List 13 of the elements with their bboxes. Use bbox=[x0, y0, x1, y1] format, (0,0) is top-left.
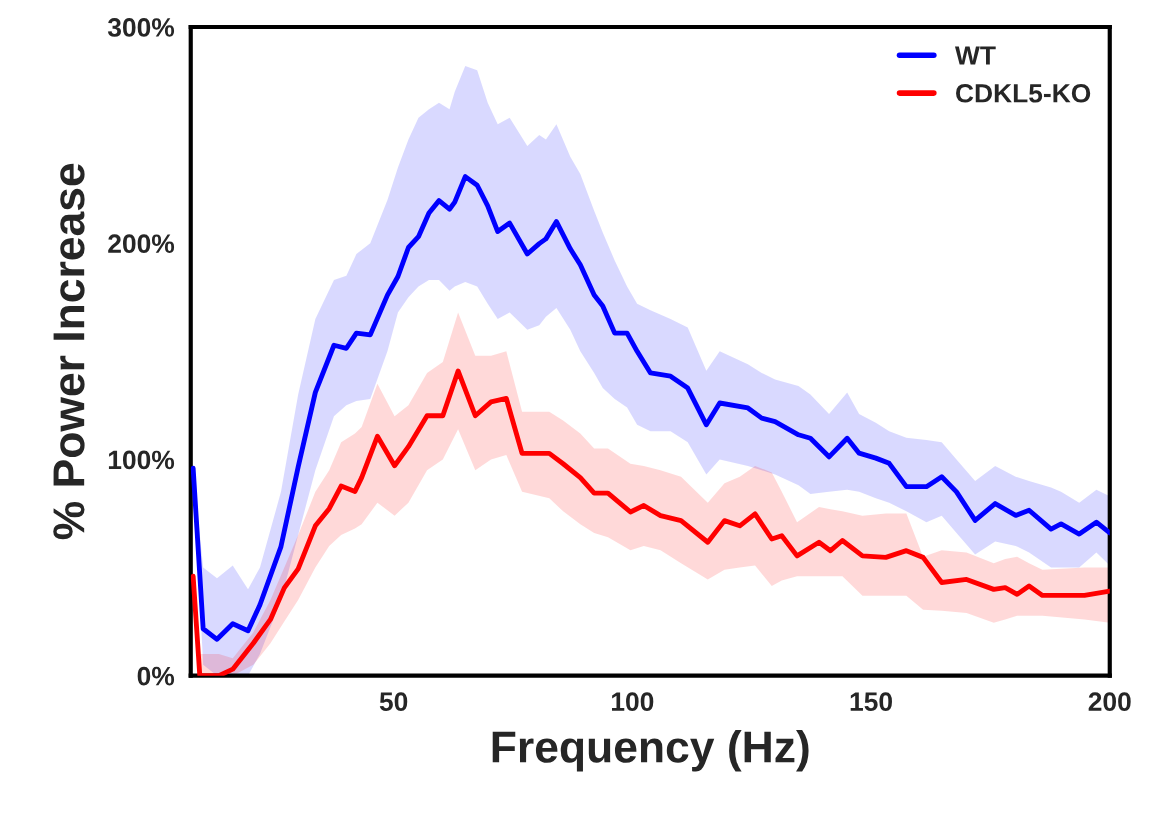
line-series bbox=[190, 174, 1110, 642]
x-axis-title: Frequency (Hz) bbox=[492, 730, 809, 772]
legend-label: WT bbox=[954, 46, 996, 65]
y-tick-label: 300% bbox=[107, 18, 175, 37]
y-tick-label: 200% bbox=[108, 234, 175, 254]
x-tick-label: 100 bbox=[612, 692, 654, 712]
y-tick-label: 0% bbox=[137, 666, 175, 686]
legend-label: CDKL5-KO bbox=[956, 83, 1091, 103]
x-tick-label: 50 bbox=[379, 692, 408, 712]
x-tick-label: 150 bbox=[850, 692, 892, 712]
y-axis-title: % Power Increase bbox=[53, 163, 85, 540]
y-tick-label: 100% bbox=[108, 450, 175, 470]
x-tick-label: 200 bbox=[1088, 692, 1131, 712]
